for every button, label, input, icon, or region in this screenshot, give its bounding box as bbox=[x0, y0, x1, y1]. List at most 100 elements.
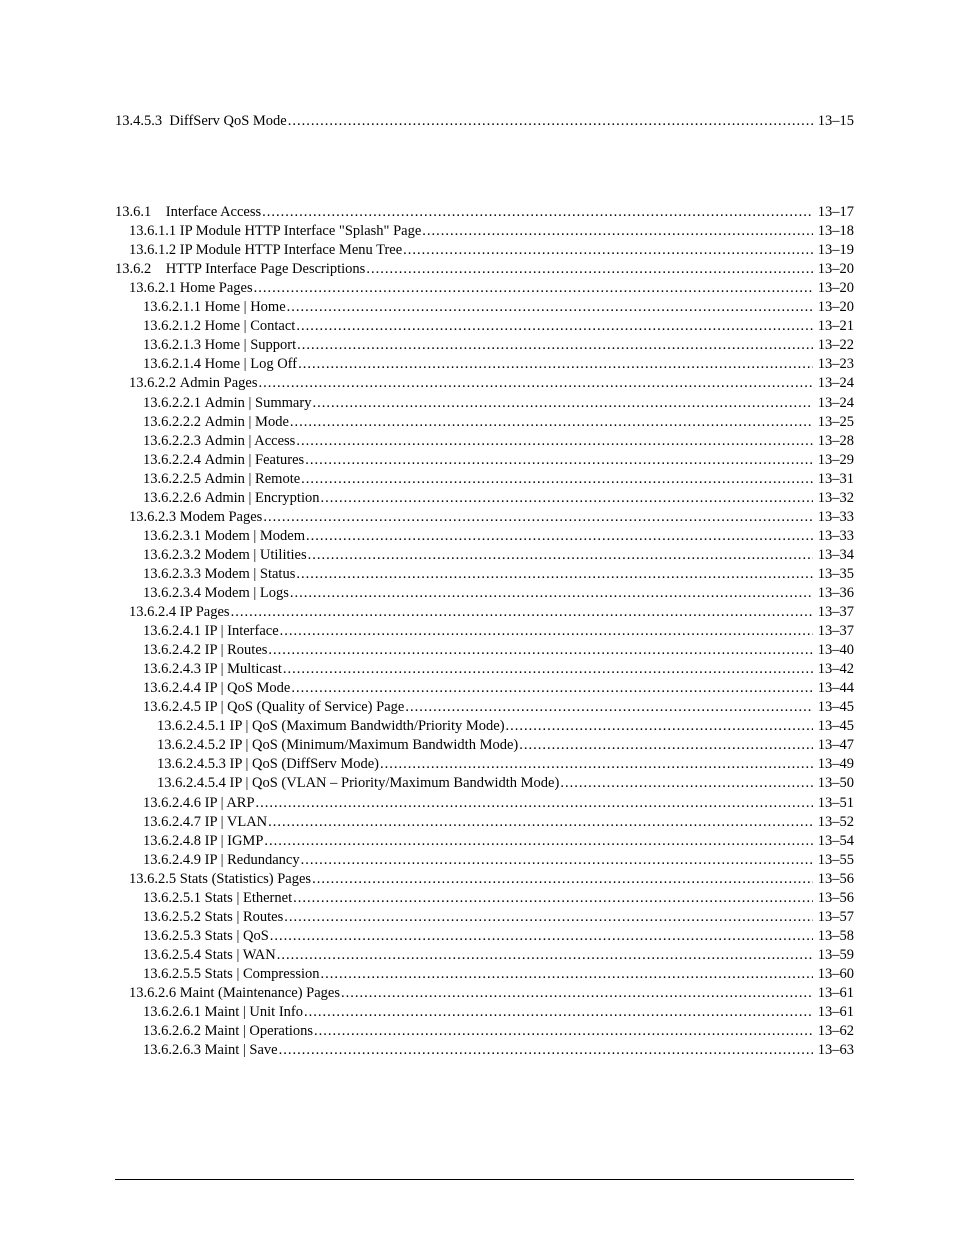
toc-entry: 13.6.2.4.9 IP | Redundancy 13–55 bbox=[115, 851, 854, 870]
toc-entry-title: IP | QoS (DiffServ Mode) bbox=[230, 755, 380, 774]
toc-entry-page: 13–61 bbox=[814, 984, 854, 1003]
toc-entry-page: 13–21 bbox=[814, 317, 854, 336]
footer-rule bbox=[115, 1179, 854, 1180]
toc-entry-page: 13–32 bbox=[814, 489, 854, 508]
toc-entry-page: 13–45 bbox=[814, 698, 854, 717]
toc-entry-number: 13.6.2.6.3 bbox=[143, 1041, 205, 1060]
toc-entry-page: 13–24 bbox=[814, 374, 854, 393]
toc-entry-title: Modem | Status bbox=[205, 565, 296, 584]
toc-entry-number: 13.6.2.3 bbox=[129, 508, 180, 527]
toc-entry-title: Stats | Routes bbox=[205, 908, 284, 927]
toc-leader-dots bbox=[366, 260, 813, 279]
toc-entry: 13.6.2.1.4 Home | Log Off 13–23 bbox=[115, 355, 854, 374]
toc-entry-title: Admin | Features bbox=[205, 451, 305, 470]
toc-entry: 13.6.2.1.2 Home | Contact 13–21 bbox=[115, 317, 854, 336]
toc-leader-dots bbox=[231, 603, 814, 622]
toc-entry: 13.6.2.1.3 Home | Support 13–22 bbox=[115, 336, 854, 355]
toc-entry-title: DiffServ QoS Mode bbox=[169, 112, 286, 131]
toc-leader-dots bbox=[290, 413, 813, 432]
toc-entry-title: Modem | Logs bbox=[205, 584, 289, 603]
toc-leader-dots bbox=[380, 755, 813, 774]
toc-leader-dots bbox=[422, 222, 813, 241]
toc-entry-title: Home | Support bbox=[205, 336, 297, 355]
toc-entry-page: 13–49 bbox=[814, 755, 854, 774]
toc-entry-page: 13–19 bbox=[814, 241, 854, 260]
toc-entry-page: 13–36 bbox=[814, 584, 854, 603]
toc-entry-title: IP | Routes bbox=[205, 641, 268, 660]
toc-entry-number: 13.6.2.1.3 bbox=[143, 336, 205, 355]
toc-entry: 13.6.2.2.5 Admin | Remote 13–31 bbox=[115, 470, 854, 489]
toc-leader-dots bbox=[308, 546, 814, 565]
toc-leader-dots bbox=[403, 241, 813, 260]
toc-entry-page: 13–52 bbox=[814, 813, 854, 832]
toc-entry-number: 13.6.2.1.1 bbox=[143, 298, 205, 317]
toc-entry-page: 13–54 bbox=[814, 832, 854, 851]
toc-entry-title: IP Module HTTP Interface "Splash" Page bbox=[180, 222, 422, 241]
toc-entry: 13.6.2.1.1 Home | Home 13–20 bbox=[115, 298, 854, 317]
toc-entry-title: Admin | Encryption bbox=[205, 489, 320, 508]
toc-entry-number: 13.6.2.4.2 bbox=[143, 641, 205, 660]
toc-entry-number: 13.6.2.3.2 bbox=[143, 546, 205, 565]
toc-entry-number: 13.6.2.1.2 bbox=[143, 317, 205, 336]
toc-entry-number: 13.6.2.1 bbox=[129, 279, 180, 298]
toc-entry-title: Maint | Unit Info bbox=[205, 1003, 303, 1022]
toc-entry-number: 13.6.2.4.5.1 bbox=[157, 717, 230, 736]
toc-leader-dots bbox=[264, 832, 813, 851]
toc-entry-title: IP | IGMP bbox=[205, 832, 264, 851]
toc-entry: 13.6.2.4.7 IP | VLAN 13–52 bbox=[115, 813, 854, 832]
toc-entry: 13.6.2.5.1 Stats | Ethernet 13–56 bbox=[115, 889, 854, 908]
toc-leader-dots bbox=[270, 927, 813, 946]
toc-leader-dots bbox=[256, 794, 814, 813]
toc-entry: 13.6.2.2.4 Admin | Features 13–29 bbox=[115, 451, 854, 470]
toc-entry: 13.6.2.4.3 IP | Multicast 13–42 bbox=[115, 660, 854, 679]
toc-leader-dots bbox=[287, 298, 813, 317]
toc-leader-dots bbox=[262, 203, 813, 222]
toc-entry-number: 13.6.2.2 bbox=[129, 374, 180, 393]
toc-entry-title: Modem | Utilities bbox=[205, 546, 307, 565]
toc-leader-dots bbox=[305, 451, 813, 470]
toc-entry: 13.6.2.4.8 IP | IGMP 13–54 bbox=[115, 832, 854, 851]
toc-entry-number: 13.6.2.2.4 bbox=[143, 451, 205, 470]
toc-entry-title: IP | VLAN bbox=[205, 813, 268, 832]
toc-leader-dots bbox=[301, 851, 814, 870]
toc-entry-title: IP Module HTTP Interface Menu Tree bbox=[180, 241, 402, 260]
toc-leader-dots bbox=[519, 736, 813, 755]
toc-entry: 13.6.2.6.2 Maint | Operations 13–62 bbox=[115, 1022, 854, 1041]
toc-entry-number: 13.6.2.6.2 bbox=[143, 1022, 205, 1041]
toc-entry: 13.6.2.4.2 IP | Routes 13–40 bbox=[115, 641, 854, 660]
toc-leader-dots bbox=[290, 584, 813, 603]
toc-entry: 13.6.2.1 Home Pages 13–20 bbox=[115, 279, 854, 298]
toc-leader-dots bbox=[258, 374, 813, 393]
toc-leader-dots bbox=[279, 1041, 814, 1060]
toc-entry-title: Admin | Remote bbox=[205, 470, 301, 489]
toc-entry-title: Admin | Summary bbox=[205, 394, 312, 413]
toc-entry-number: 13.6.2.4 bbox=[129, 603, 180, 622]
toc-entry: 13.6.2.3 Modem Pages 13–33 bbox=[115, 508, 854, 527]
toc-entry-page: 13–29 bbox=[814, 451, 854, 470]
toc-leader-dots bbox=[341, 984, 813, 1003]
toc-entry-page: 13–55 bbox=[814, 851, 854, 870]
toc-entry-number: 13.6.2.5.5 bbox=[143, 965, 205, 984]
toc-leader-dots bbox=[321, 489, 814, 508]
toc-entry-page: 13–33 bbox=[814, 527, 854, 546]
toc-leader-dots bbox=[312, 870, 813, 889]
toc-entry-page: 13–35 bbox=[814, 565, 854, 584]
toc-entry-page: 13–56 bbox=[814, 889, 854, 908]
toc-entry-number: 13.4.5.3 bbox=[115, 112, 169, 131]
toc-entry-title: IP Pages bbox=[180, 603, 230, 622]
toc-entry-title: IP | Interface bbox=[205, 622, 279, 641]
toc-entry: 13.6.2.4.5.2 IP | QoS (Minimum/Maximum B… bbox=[115, 736, 854, 755]
toc-entry-title: HTTP Interface Page Descriptions bbox=[166, 260, 366, 279]
toc-page: 13.4.5.3 DiffServ QoS Mode 13–1513.6.1 I… bbox=[0, 0, 954, 1235]
toc-entry: 13.6.2.3.4 Modem | Logs 13–36 bbox=[115, 584, 854, 603]
toc-entry: 13.6.2.2.3 Admin | Access 13–28 bbox=[115, 432, 854, 451]
toc-entry-number: 13.6.2.3.4 bbox=[143, 584, 205, 603]
toc-leader-dots bbox=[296, 317, 813, 336]
toc-entry: 13.6.1 Interface Access 13–17 bbox=[115, 203, 854, 222]
toc-entry-number: 13.6.2.5.4 bbox=[143, 946, 205, 965]
toc-entry-number: 13.6.2.3.3 bbox=[143, 565, 205, 584]
toc-entry-number: 13.6.2.5.3 bbox=[143, 927, 205, 946]
toc-entry: 13.6.2.3.3 Modem | Status 13–35 bbox=[115, 565, 854, 584]
toc-entry-page: 13–37 bbox=[814, 622, 854, 641]
toc-entry: 13.6.2.6 Maint (Maintenance) Pages 13–61 bbox=[115, 984, 854, 1003]
